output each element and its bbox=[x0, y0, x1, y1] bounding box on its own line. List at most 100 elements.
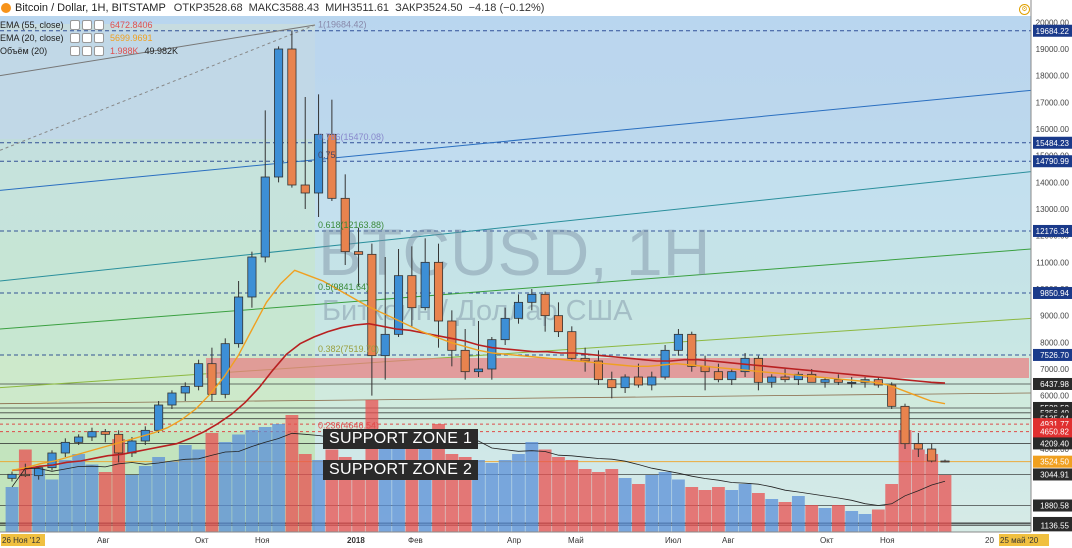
fib-label: 0.786(15470.08) bbox=[318, 132, 384, 142]
trend-line-gray bbox=[0, 24, 316, 77]
candles bbox=[7, 30, 950, 482]
settings-icon[interactable]: ⚙ bbox=[1019, 4, 1030, 15]
gear-icon[interactable] bbox=[82, 32, 92, 43]
close-icon[interactable] bbox=[94, 45, 104, 56]
indicator-ema20[interactable]: EMA (20, close) 5699.9691 bbox=[0, 31, 178, 44]
candle-body bbox=[207, 363, 217, 395]
candle-body bbox=[327, 133, 337, 199]
fib-label: 0.5(9841.64) bbox=[318, 282, 369, 292]
candle-body bbox=[393, 275, 404, 335]
watermark-ticker: BTCUSD, 1H bbox=[318, 215, 710, 289]
ema-lines bbox=[11, 269, 946, 506]
time-label: 26 Ноя '12 bbox=[2, 536, 41, 545]
volume-bar bbox=[32, 469, 46, 532]
volume-bar bbox=[645, 475, 659, 532]
candle-body bbox=[580, 357, 590, 362]
indicator-ema55[interactable]: EMA (55, close) 6472.8406 bbox=[0, 18, 178, 31]
price-tick: 9000.00 bbox=[1040, 312, 1069, 321]
price-label-text: 7526.70 bbox=[1040, 351, 1069, 360]
candle-body bbox=[407, 275, 417, 309]
eye-icon[interactable] bbox=[70, 19, 80, 30]
candle-body bbox=[87, 431, 97, 438]
volume-bar bbox=[805, 505, 819, 532]
volume-bar bbox=[512, 454, 525, 532]
time-label: Ноя bbox=[255, 536, 270, 545]
symbol-header: Bitcoin / Dollar, 1H, BITSTAMP ОТКР3528.… bbox=[0, 0, 1030, 16]
volume-bar bbox=[5, 487, 19, 532]
volume-bar bbox=[925, 454, 939, 532]
time-label: Окт bbox=[195, 536, 209, 545]
fib-band bbox=[0, 142, 1031, 162]
volume-bar bbox=[352, 466, 365, 532]
close-icon[interactable] bbox=[94, 19, 104, 30]
candle-body bbox=[620, 376, 630, 389]
candle-body bbox=[473, 368, 484, 373]
ema55-line bbox=[11, 322, 946, 472]
indicator-buttons[interactable] bbox=[70, 19, 104, 30]
gear-icon[interactable] bbox=[82, 45, 92, 56]
price-tick: 14000.00 bbox=[1036, 178, 1070, 187]
candle-body bbox=[807, 373, 817, 383]
volume-bar bbox=[138, 466, 152, 532]
fib-label: 0.382(7519.70) bbox=[318, 344, 379, 354]
trend-line-lime bbox=[0, 317, 1032, 389]
eye-icon[interactable] bbox=[70, 32, 80, 43]
support-zone-1-label[interactable]: SUPPORT ZONE 1 bbox=[323, 429, 479, 449]
price-label-text: 14790.99 bbox=[1036, 157, 1070, 166]
indicator-legend: EMA (55, close) 6472.8406 EMA (20, close… bbox=[0, 18, 178, 57]
volume-bar bbox=[765, 499, 779, 532]
candle-body bbox=[354, 251, 364, 255]
candle-body bbox=[300, 184, 310, 194]
indicator-volume[interactable]: Объём (20) 1.988K 49.982K bbox=[0, 44, 178, 57]
candle-body bbox=[274, 48, 284, 178]
price-label-box bbox=[1033, 377, 1072, 390]
price-label-text: 6437.98 bbox=[1040, 380, 1069, 389]
volume-bar bbox=[858, 514, 872, 532]
price-tick: 13000.00 bbox=[1036, 205, 1070, 214]
candle-body bbox=[194, 363, 204, 387]
indicator-buttons[interactable] bbox=[70, 32, 104, 43]
price-label-box bbox=[1033, 468, 1072, 481]
candle-body bbox=[260, 176, 270, 258]
time-label: Май bbox=[568, 536, 584, 545]
price-tick: 16000.00 bbox=[1036, 125, 1070, 134]
time-axis-bg bbox=[0, 532, 1072, 548]
price-label-box bbox=[1033, 24, 1072, 37]
volume-bar bbox=[232, 434, 245, 532]
fib-label: 0.236(4646.54) bbox=[318, 421, 379, 431]
candle-body bbox=[780, 376, 790, 381]
price-label-box bbox=[1033, 425, 1072, 438]
time-label: Авг bbox=[97, 536, 110, 545]
price-label-text: 15484.23 bbox=[1036, 139, 1070, 148]
volume-bar bbox=[778, 502, 792, 532]
volume-bar bbox=[45, 479, 59, 532]
price-label-text: 4650.82 bbox=[1040, 428, 1069, 437]
support-zone-2-label[interactable]: SUPPORT ZONE 2 bbox=[323, 460, 479, 480]
volume-bar bbox=[938, 475, 952, 532]
time-label: Авг bbox=[722, 536, 735, 545]
symbol-title[interactable]: Bitcoin / Dollar, 1H, BITSTAMP bbox=[15, 2, 166, 14]
price-tick: 17000.00 bbox=[1036, 98, 1070, 107]
candle-body bbox=[527, 293, 537, 303]
gear-icon[interactable] bbox=[82, 19, 92, 30]
volume-bar bbox=[538, 449, 552, 532]
price-tick: 19000.00 bbox=[1036, 45, 1070, 54]
eye-icon[interactable] bbox=[70, 45, 80, 56]
indicator-value: 5699.9691 bbox=[110, 32, 153, 43]
ema20-line bbox=[11, 269, 946, 471]
indicator-value-2: 49.982K bbox=[144, 45, 179, 56]
time-label: 20 bbox=[985, 536, 994, 545]
price-label-box bbox=[1033, 499, 1072, 512]
time-axis-labels: 26 Ноя '12 Авг Окт Ноя 2018 Фев Апр Май Июл Авг Ок… bbox=[1, 534, 1049, 546]
indicator-buttons[interactable] bbox=[70, 45, 104, 56]
candle-body bbox=[727, 371, 737, 381]
price-label-box bbox=[1033, 286, 1072, 299]
volume-bar bbox=[312, 460, 325, 532]
indicator-value: 1.988K bbox=[110, 45, 139, 56]
candle-body bbox=[7, 473, 17, 479]
candle-body bbox=[713, 371, 723, 381]
candle-body bbox=[887, 384, 897, 407]
volume-bar bbox=[125, 475, 139, 532]
close-icon[interactable] bbox=[94, 32, 104, 43]
